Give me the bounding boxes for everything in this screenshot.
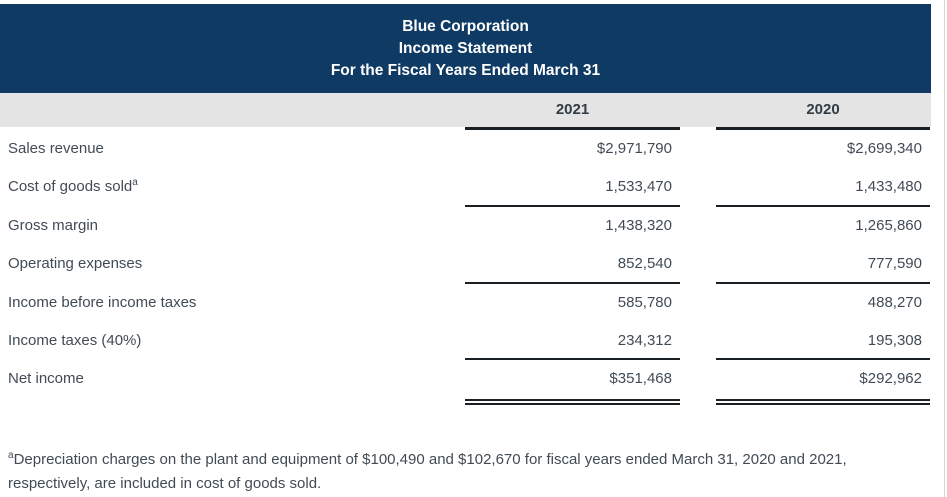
subtotal-rule-2020 (716, 204, 930, 207)
value-2021: 852,540 (617, 255, 672, 273)
value-2021: 234,312 (617, 331, 672, 349)
table-row-gross-margin: Gross margin 1,438,320 1,265,860 (0, 207, 931, 245)
statement-period: For the Fiscal Years Ended March 31 (330, 61, 601, 79)
table-row-operating-expenses: Operating expenses 852,540 777,590 (0, 245, 931, 284)
row-label: Cost of goods solda (8, 177, 138, 196)
statement-header: Blue Corporation Income Statement For th… (0, 4, 931, 93)
value-2020: $292,962 (859, 370, 922, 388)
row-label: Operating expenses (8, 255, 143, 273)
footnote-text: Depreciation charges on the plant and eq… (8, 450, 847, 492)
row-label: Sales revenue (8, 140, 104, 157)
value-2021: 585,780 (617, 293, 672, 311)
value-2020: 1,265,860 (855, 216, 922, 234)
column-header-2020: 2020 (806, 101, 840, 118)
page-right-border (944, 0, 945, 497)
row-label: Income before income taxes (8, 293, 197, 311)
double-rule-2021 (465, 398, 680, 405)
value-2021: $2,971,790 (596, 140, 672, 157)
value-2020: 1,433,480 (855, 178, 922, 196)
statement-title: Income Statement (398, 39, 533, 57)
table-row-income-taxes: Income taxes (40%) 234,312 195,308 (0, 322, 931, 361)
footnote-marker: a (132, 177, 138, 189)
footnote: aDepreciation charges on the plant and e… (0, 448, 918, 496)
total-double-rule (0, 398, 931, 405)
value-2020: 488,270 (867, 293, 922, 311)
double-rule-2020 (716, 398, 930, 405)
column-header-2021: 2021 (555, 101, 590, 118)
table-row-income-before-income-taxes: Income before income taxes 585,780 488,2… (0, 284, 931, 322)
column-header-rule-2021 (465, 127, 680, 130)
row-label: Income taxes (40%) (8, 331, 142, 349)
income-statement: Blue Corporation Income Statement For th… (0, 4, 931, 496)
subtotal-rule-2021 (465, 358, 680, 361)
subtotal-rule-2021 (465, 204, 680, 207)
statement-rows: Sales revenue $2,971,790 $2,699,340 Cost… (0, 130, 931, 399)
column-header-rule-2020 (716, 127, 930, 130)
table-row-cost-of-goods-sold: Cost of goods solda 1,533,470 1,433,480 (0, 168, 931, 207)
subtotal-rule-2021 (465, 281, 680, 284)
subtotal-rule-2020 (716, 358, 930, 361)
value-2021: $351,468 (609, 370, 672, 388)
table-row-sales-revenue: Sales revenue $2,971,790 $2,699,340 (0, 130, 931, 168)
subtotal-rule-2020 (716, 281, 930, 284)
row-label: Net income (8, 370, 84, 388)
year-header-band: 2021 2020 (0, 93, 931, 130)
value-2020: 777,590 (867, 255, 922, 273)
company-name: Blue Corporation (402, 17, 529, 35)
table-row-net-income: Net income $351,468 $292,962 (0, 360, 931, 398)
value-2020: 195,308 (867, 331, 922, 349)
footnote-marker: a (8, 449, 14, 461)
row-label: Gross margin (8, 216, 99, 234)
value-2021: 1,533,470 (605, 178, 672, 196)
value-2021: 1,438,320 (605, 216, 672, 234)
value-2020: $2,699,340 (846, 140, 922, 157)
